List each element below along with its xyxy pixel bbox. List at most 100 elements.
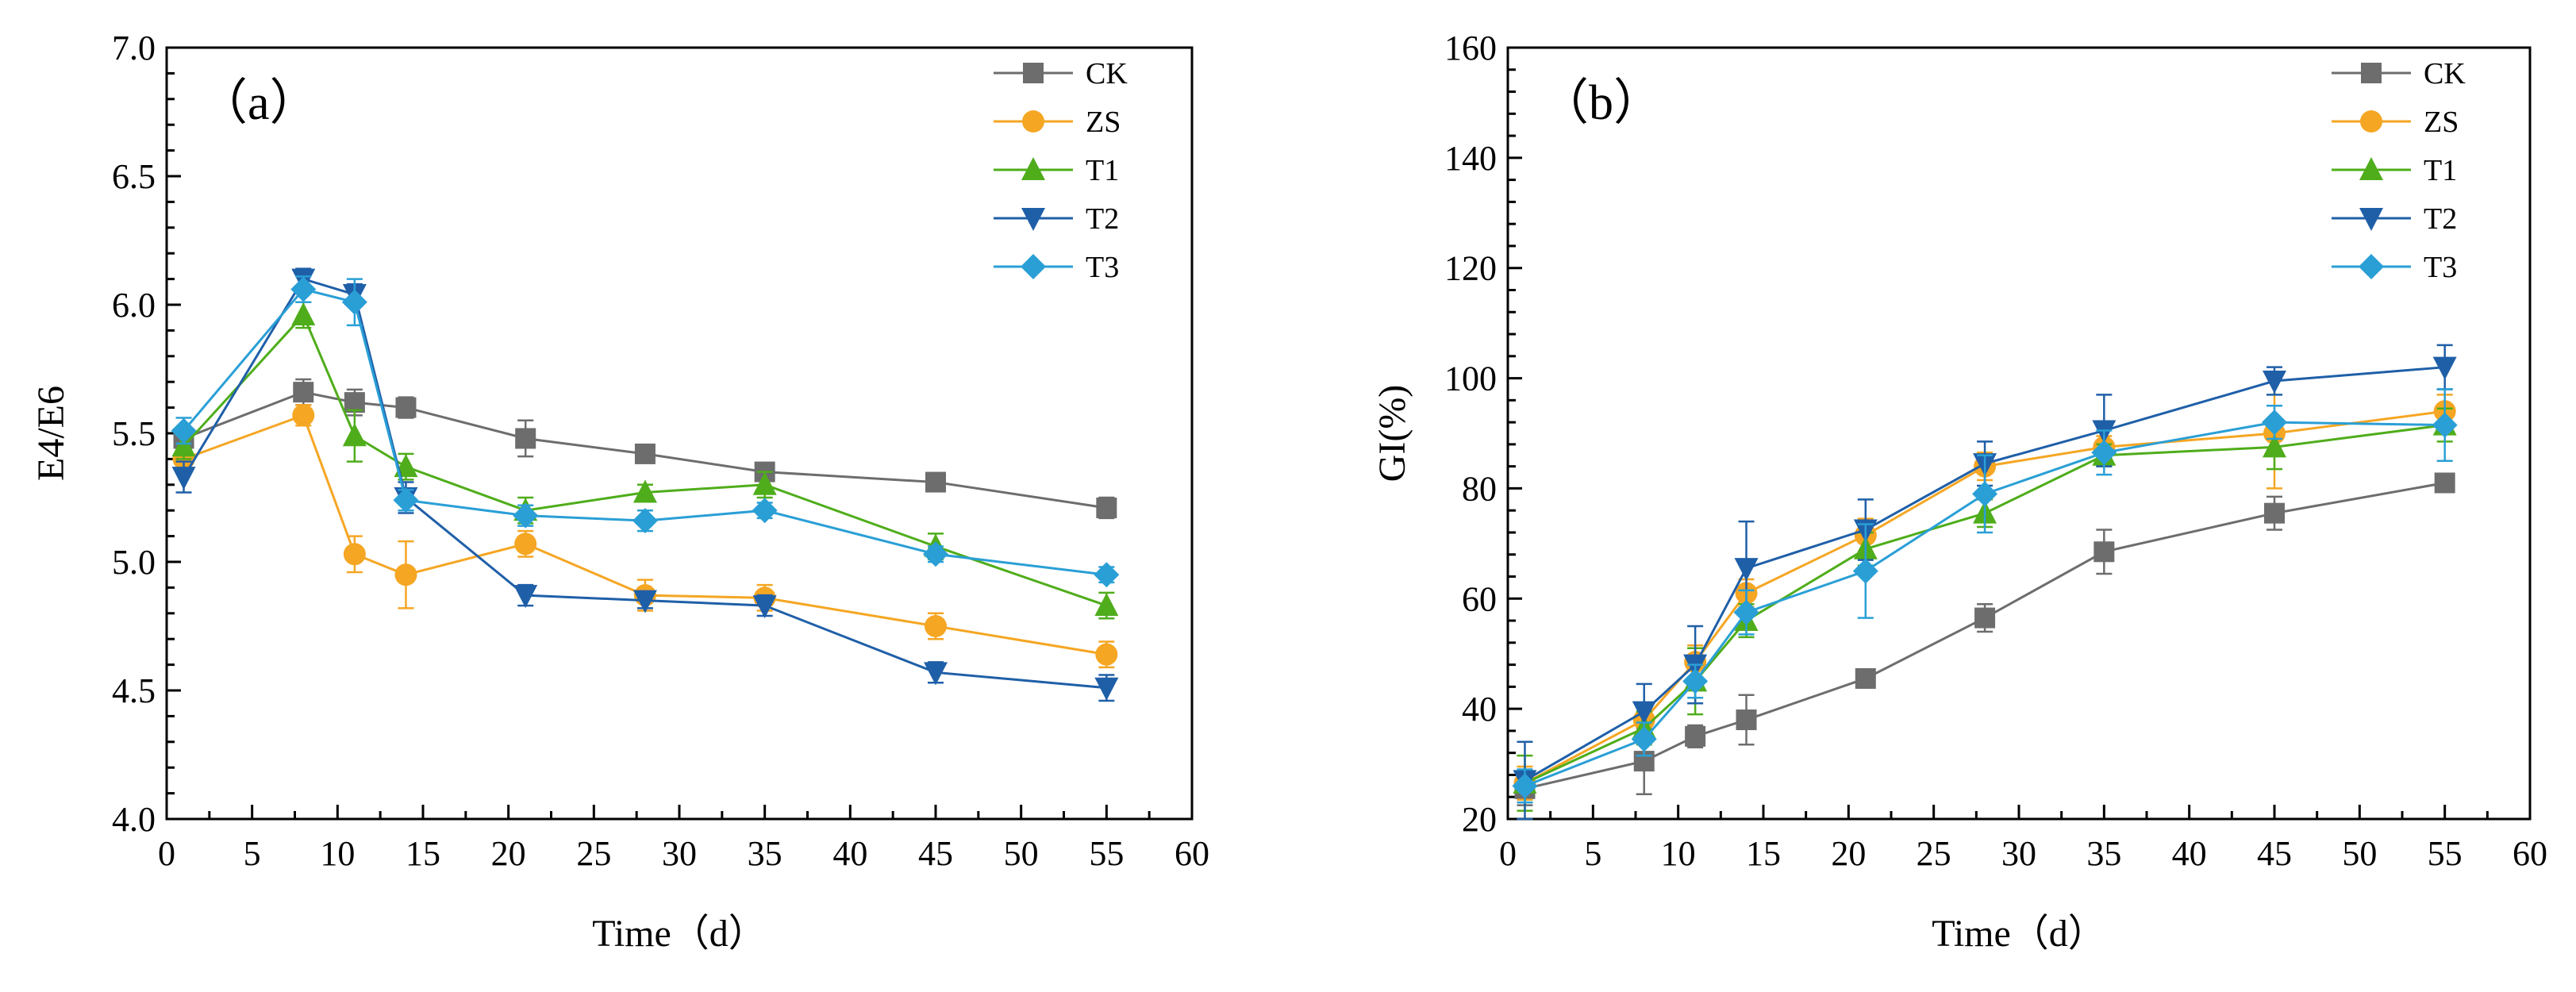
legend-label: T3 [2424,251,2457,284]
x-tick-label: 0 [158,834,175,873]
data-point [1685,725,1706,747]
x-tick-label: 45 [2257,834,2292,873]
data-point [924,662,948,686]
x-tick-label: 25 [576,834,611,873]
data-point [1855,667,1876,689]
x-tick-label: 30 [662,834,697,873]
data-point [2091,440,2117,466]
data-point [2093,541,2115,563]
data-point [1734,558,1759,582]
legend-marker [2359,254,2384,279]
legend-marker [2360,110,2382,133]
data-point [1974,607,1996,629]
legend-marker [2359,208,2383,231]
series-t3 [1512,388,2458,804]
data-point [1094,593,1119,617]
legend-label: CK [2424,57,2466,90]
x-axis-title: Time（d） [1932,913,2106,955]
y-tick-label: 6.0 [112,286,156,325]
data-point [393,487,419,513]
data-point [752,595,777,619]
data-point [632,590,657,613]
x-tick-label: 15 [406,834,440,873]
panel-label: （a） [198,76,319,130]
data-point [2263,371,2286,394]
legend-marker [1021,208,1045,231]
y-tick-label: 60 [1462,579,1497,618]
legend: CK ZS T1 T2 T3 [994,57,1128,284]
data-point [171,433,196,457]
legend-label: T2 [2424,202,2457,236]
x-tick-label: 55 [2428,834,2463,873]
legend-marker [1021,254,1046,279]
legend-marker [1023,63,1044,83]
y-axis-title: GI(%) [1371,385,1413,483]
y-tick-label: 120 [1444,249,1497,288]
legend-marker [2359,157,2383,180]
data-point [632,479,657,503]
data-point [395,397,417,418]
x-tick-label: 50 [1004,834,1039,873]
data-point [1094,677,1119,701]
x-tick-label: 5 [1584,834,1601,873]
x-tick-label: 10 [320,834,355,873]
panel-a: 0 5 10 15 20 25 30 35 40 45 50 55 60 4.0 4.5 5.0 5.5 6.0 6… [30,29,1209,955]
y-tick-label: 40 [1462,690,1497,729]
data-point [1096,497,1117,518]
data-point [293,382,314,403]
data-point [515,428,536,449]
legend-label: ZS [1086,106,1121,139]
x-tick-label: 25 [1917,834,1951,873]
data-point [2263,434,2286,458]
legend-label: T1 [1086,154,1119,187]
y-tick-label: 80 [1462,469,1497,508]
legend-marker [1021,157,1045,180]
data-point [1632,701,1656,725]
data-point [343,543,366,566]
y-tick-label: 5.5 [112,414,156,453]
data-point [925,471,946,493]
x-axis-title: Time（d） [592,913,767,955]
data-point [514,533,537,556]
data-point [1972,481,1998,507]
y-axis-title: E4/E6 [30,386,72,481]
data-point [292,404,315,427]
data-point [923,541,948,567]
x-tick-label: 40 [832,834,867,873]
legend: CK ZS T1 T2 T3 [2332,57,2466,284]
series-t2 [1513,344,2457,821]
legend-label: T2 [1086,202,1119,236]
x-tick-label: 10 [1661,834,1696,873]
data-point [632,508,658,534]
y-tick-label: 7.0 [112,29,156,67]
data-point [2264,502,2285,524]
data-point [1682,668,1709,694]
data-point [1631,726,1657,752]
data-point [1852,558,1878,584]
legend-label: T3 [1086,251,1119,284]
y-tick-label: 4.0 [112,800,156,839]
y-tick-label: 6.5 [112,157,156,196]
data-point [171,467,196,490]
x-tick-label: 40 [2172,834,2207,873]
x-tick-label: 60 [2513,834,2547,873]
data-point [513,502,539,529]
data-point [1095,643,1118,666]
legend-marker [1022,110,1044,133]
series-t3 [171,275,1120,588]
y-tick-label: 160 [1444,29,1497,67]
x-tick-label: 30 [2001,834,2036,873]
y-tick-label: 5.0 [112,543,156,582]
x-tick-label: 20 [491,834,526,873]
data-point [290,276,317,302]
x-tick-label: 35 [2086,834,2121,873]
data-point [752,498,778,524]
x-tick-label: 0 [1499,834,1517,873]
data-point [1512,773,1538,799]
y-tick-label: 100 [1444,360,1497,398]
data-point [925,615,947,637]
data-point [2262,409,2287,436]
data-point [1094,562,1120,588]
x-tick-label: 35 [748,834,782,873]
